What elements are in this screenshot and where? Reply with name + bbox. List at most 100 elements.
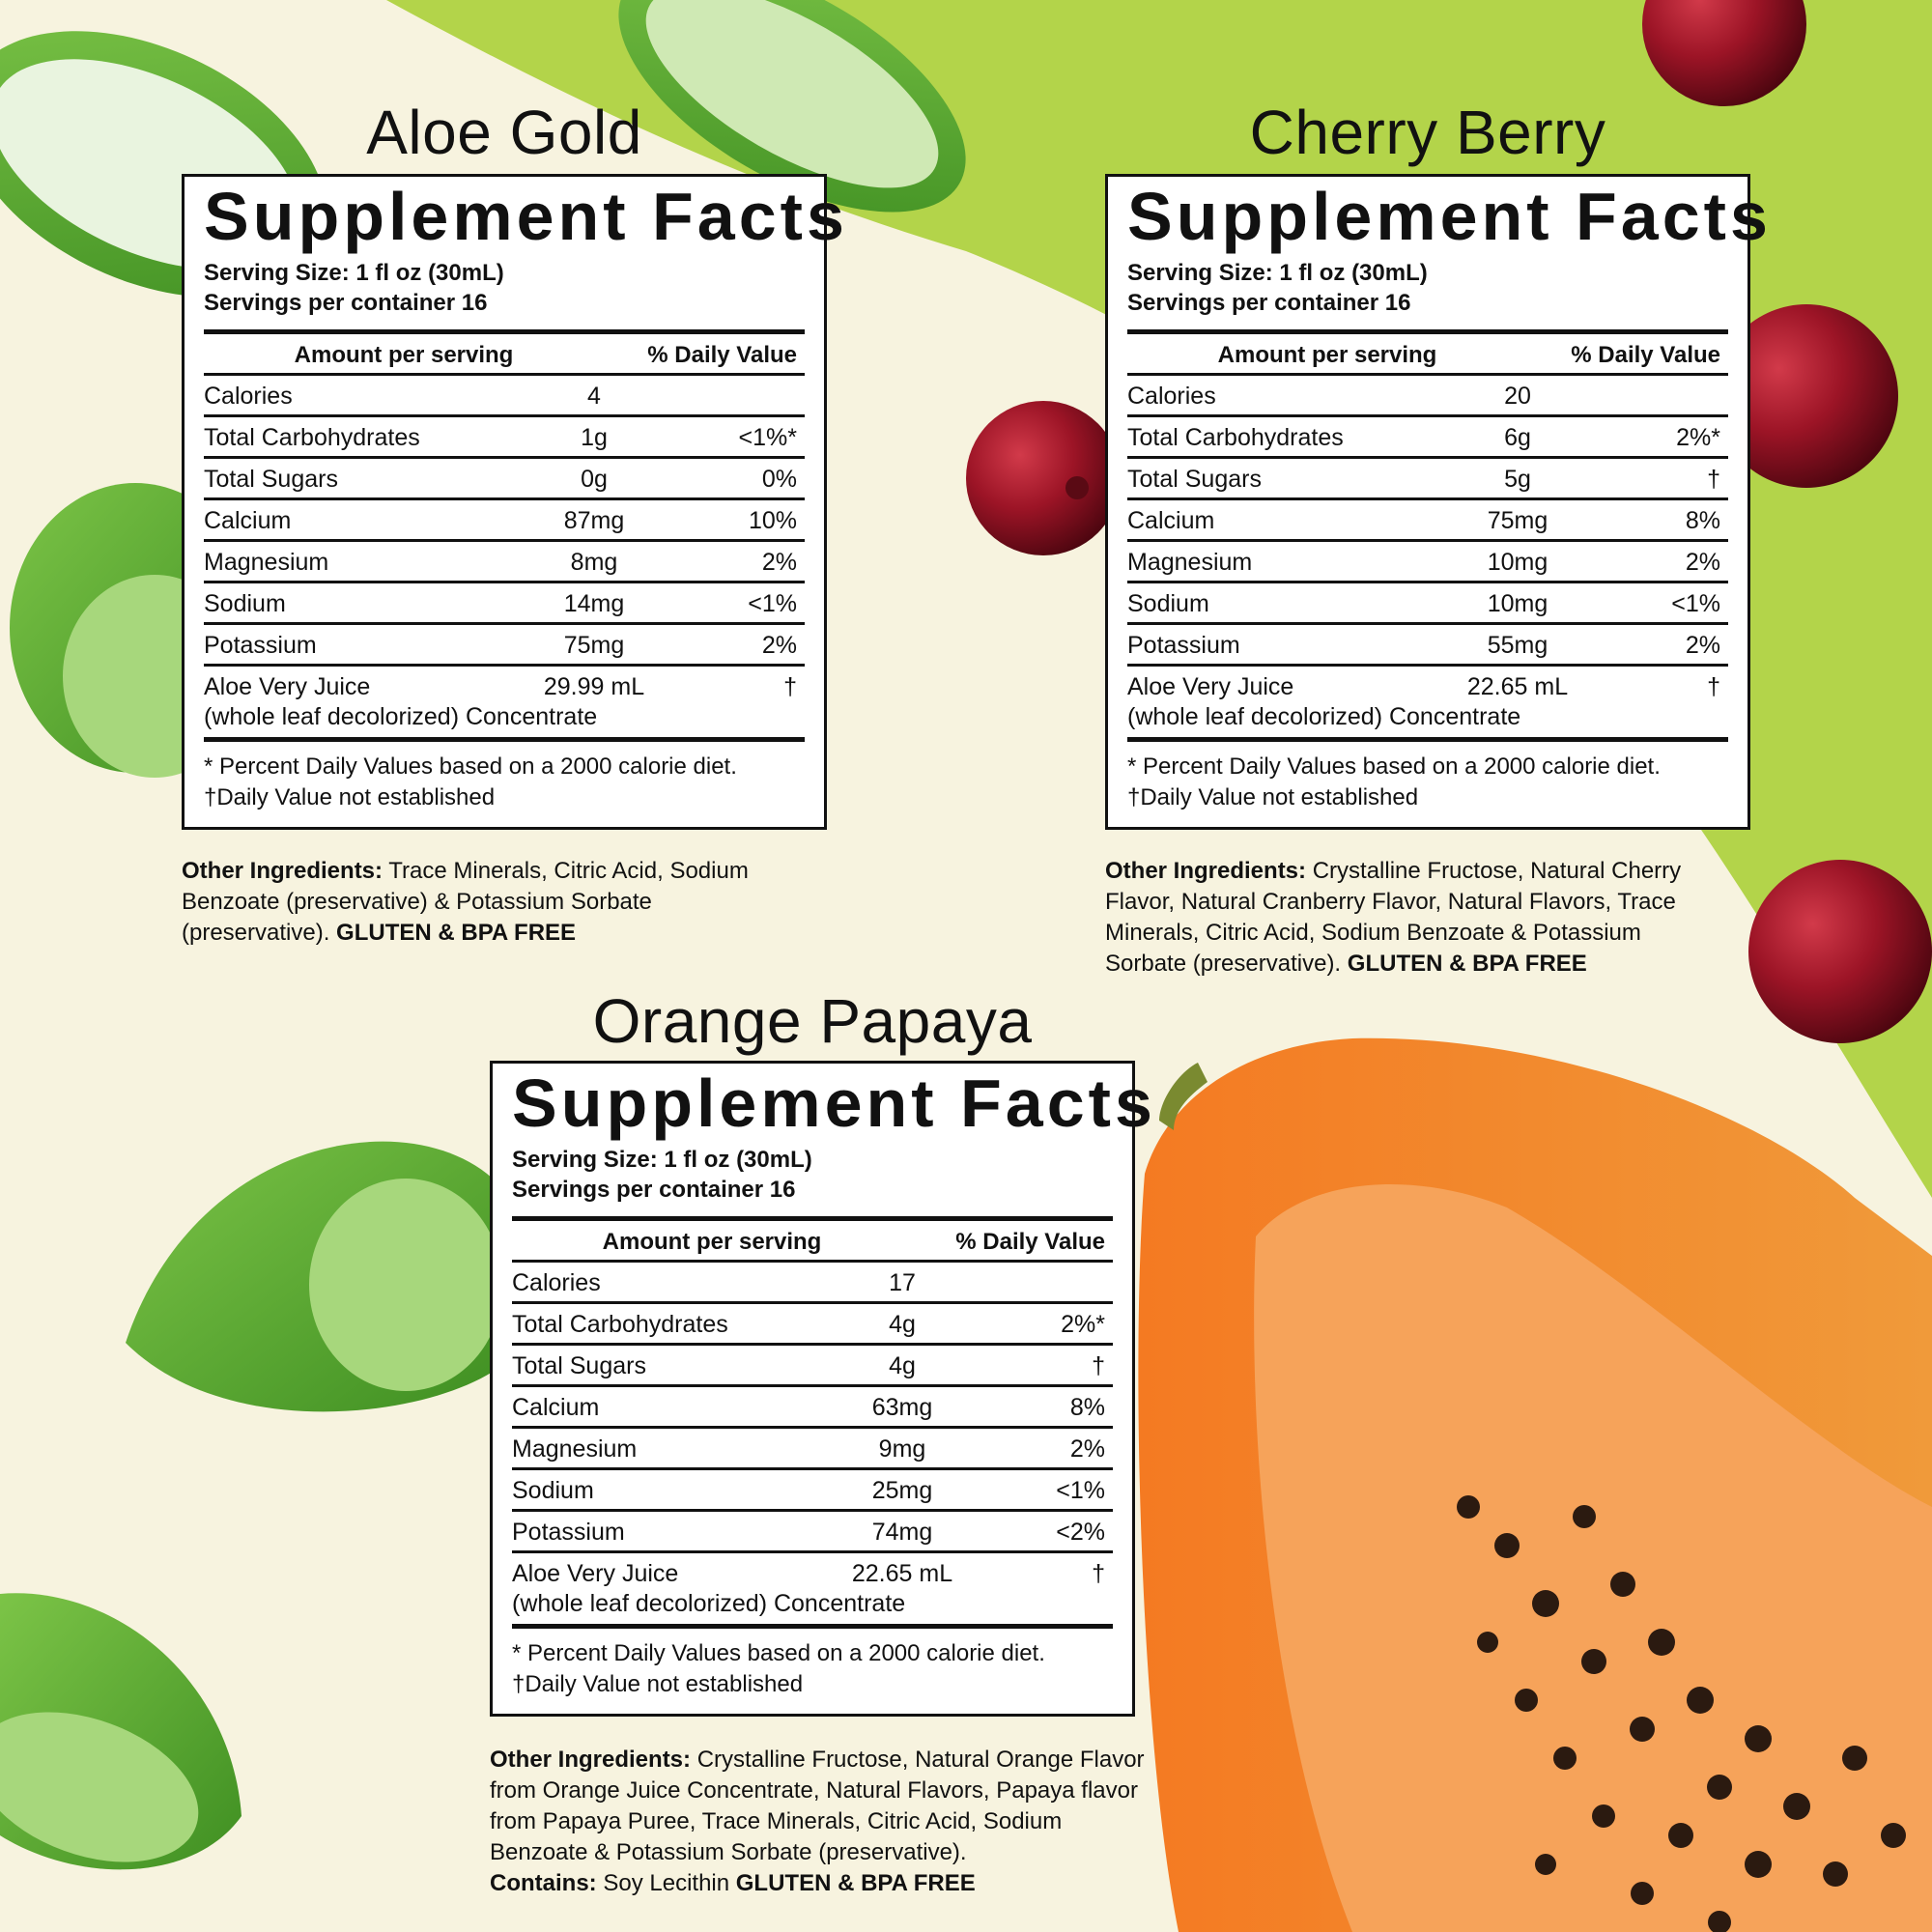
table-row: Sodium 25mg <1%	[512, 1470, 1113, 1512]
cell-name: Magnesium	[512, 1435, 638, 1463]
cell-dv: 2%*	[1676, 424, 1720, 451]
cell-amount: 63mg	[871, 1394, 933, 1421]
supplement-facts-cherry-berry: Supplement Facts Serving Size: 1 fl oz (…	[1105, 174, 1772, 830]
cell-dv: <1%*	[738, 424, 797, 451]
table-header: Amount per serving % Daily Value	[204, 334, 805, 376]
table-row: Total Carbohydrates 1g <1%*	[204, 417, 805, 459]
table-row: Calcium 63mg 8%	[512, 1387, 1113, 1429]
table-row: Potassium 74mg <2%	[512, 1512, 1113, 1553]
cell-amount: 4g	[889, 1311, 916, 1338]
facts-header: Supplement Facts	[1127, 179, 1772, 254]
other-ingredients-cherry-berry: Other Ingredients: Crystalline Fructose,…	[1105, 858, 1682, 977]
papaya-half	[1138, 1037, 1932, 1932]
cell-name: Total Carbohydrates	[1127, 424, 1344, 451]
cell-name: Magnesium	[1127, 549, 1253, 576]
footnotes: * Percent Daily Values based on a 2000 c…	[1127, 753, 1661, 810]
cell-dv: 2%	[1685, 549, 1720, 576]
serving-size: 1 fl oz (30mL)	[664, 1147, 812, 1173]
cherry-right-middle	[1715, 304, 1898, 488]
facts-header: Supplement Facts	[512, 1065, 1156, 1141]
cell-amount: 74mg	[871, 1519, 933, 1546]
cherry-top-right	[1642, 0, 1806, 106]
table-row: Total Sugars 0g 0%	[204, 459, 805, 500]
aloe-slice-bottom-left	[0, 1593, 242, 1870]
cell-dv: 2%	[1069, 1435, 1105, 1463]
table-header: Amount per serving % Daily Value	[512, 1221, 1113, 1263]
cell-name: Total Sugars	[204, 466, 338, 493]
table-row-aloe-juice: Aloe Very Juice (whole leaf decolorized) …	[204, 667, 805, 742]
table-row: Magnesium 10mg 2%	[1127, 542, 1728, 583]
cell-dv: 2%	[1685, 632, 1720, 659]
table-row: Total Carbohydrates 6g 2%*	[1127, 417, 1728, 459]
divider	[512, 1216, 1113, 1221]
cell-amount: 0g	[581, 466, 608, 493]
cell-dv: <2%	[1056, 1519, 1105, 1546]
cell-amount: 17	[889, 1269, 916, 1296]
table-row: Calories 20	[1127, 376, 1728, 417]
papaya-seeds	[1457, 1495, 1906, 1932]
cell-name: Potassium	[512, 1519, 625, 1546]
table-row-aloe-juice: Aloe Very Juice (whole leaf decolorized) …	[1127, 667, 1728, 742]
serving-size: 1 fl oz (30mL)	[355, 260, 504, 286]
table-row: Total Carbohydrates 4g 2%*	[512, 1304, 1113, 1346]
table-row: Magnesium 8mg 2%	[204, 542, 805, 583]
cell-amount: 9mg	[878, 1435, 926, 1463]
servings-count: 16	[1384, 290, 1411, 316]
product-title-cherry-berry: Cherry Berry	[1249, 98, 1606, 167]
table-header: Amount per serving % Daily Value	[1127, 334, 1728, 376]
cell-dv: 2%*	[1061, 1311, 1105, 1338]
cell-name: Sodium	[1127, 590, 1209, 617]
cell-name: Calcium	[512, 1394, 600, 1421]
cell-name: Calories	[204, 383, 293, 410]
supplement-facts-orange-papaya: Supplement Facts Serving Size: 1 fl oz (…	[490, 1061, 1156, 1717]
other-ingredients-aloe-gold: Other Ingredients: Trace Minerals, Citri…	[182, 858, 749, 946]
cell-name: Total Sugars	[512, 1352, 646, 1379]
divider	[1127, 329, 1728, 334]
cell-amount: 87mg	[563, 507, 625, 534]
table-row: Calcium 87mg 10%	[204, 500, 805, 542]
facts-header: Supplement Facts	[204, 179, 848, 254]
table-row: Sodium 10mg <1%	[1127, 583, 1728, 625]
other-ingredients-orange-papaya: Other Ingredients: Crystalline Fructose,…	[490, 1747, 1145, 1896]
table-row: Total Sugars 5g †	[1127, 459, 1728, 500]
cell-name: Magnesium	[204, 549, 329, 576]
product-title-orange-papaya: Orange Papaya	[592, 986, 1033, 1056]
aloe-slice-top-center	[618, 0, 966, 213]
cell-amount: 1g	[581, 424, 608, 451]
cell-amount: 10mg	[1487, 549, 1548, 576]
cell-amount: 4g	[889, 1352, 916, 1379]
cell-dv: <1%	[1056, 1477, 1105, 1504]
serving-info: Serving Size: 1 fl oz (30mL) Servings pe…	[512, 1147, 812, 1203]
cherry-left-middle	[966, 401, 1121, 555]
cell-dv: 2%	[761, 549, 797, 576]
cell-amount: 20	[1504, 383, 1531, 410]
serving-info: Serving Size: 1 fl oz (30mL) Servings pe…	[204, 260, 504, 316]
footnotes: * Percent Daily Values based on a 2000 c…	[204, 753, 737, 810]
cell-dv: 8%	[1069, 1394, 1105, 1421]
footnotes: * Percent Daily Values based on a 2000 c…	[512, 1640, 1045, 1697]
table-row: Calories 4	[204, 376, 805, 417]
cell-dv: †	[1092, 1352, 1105, 1379]
cell-amount: 10mg	[1487, 590, 1548, 617]
table-row: Sodium 14mg <1%	[204, 583, 805, 625]
cell-dv: <1%	[748, 590, 797, 617]
cell-name: Calories	[512, 1269, 601, 1296]
cell-amount: 75mg	[1487, 507, 1548, 534]
cell-dv: 2%	[761, 632, 797, 659]
cell-amount: 75mg	[563, 632, 625, 659]
table-row: Total Sugars 4g †	[512, 1346, 1113, 1387]
servings-count: 16	[461, 290, 488, 316]
cell-amount: 8mg	[570, 549, 618, 576]
cell-name: Calcium	[204, 507, 292, 534]
serving-info: Serving Size: 1 fl oz (30mL) Servings pe…	[1127, 260, 1428, 316]
cell-amount: 25mg	[871, 1477, 933, 1504]
servings-count: 16	[769, 1177, 796, 1203]
cell-amount: 4	[587, 383, 601, 410]
cell-amount: 55mg	[1487, 632, 1548, 659]
cell-dv: †	[1707, 466, 1720, 493]
product-title-aloe-gold: Aloe Gold	[366, 98, 642, 167]
table-row: Potassium 55mg 2%	[1127, 625, 1728, 667]
cell-amount: 14mg	[563, 590, 625, 617]
table-row: Calories 17	[512, 1263, 1113, 1304]
cell-name: Sodium	[512, 1477, 594, 1504]
